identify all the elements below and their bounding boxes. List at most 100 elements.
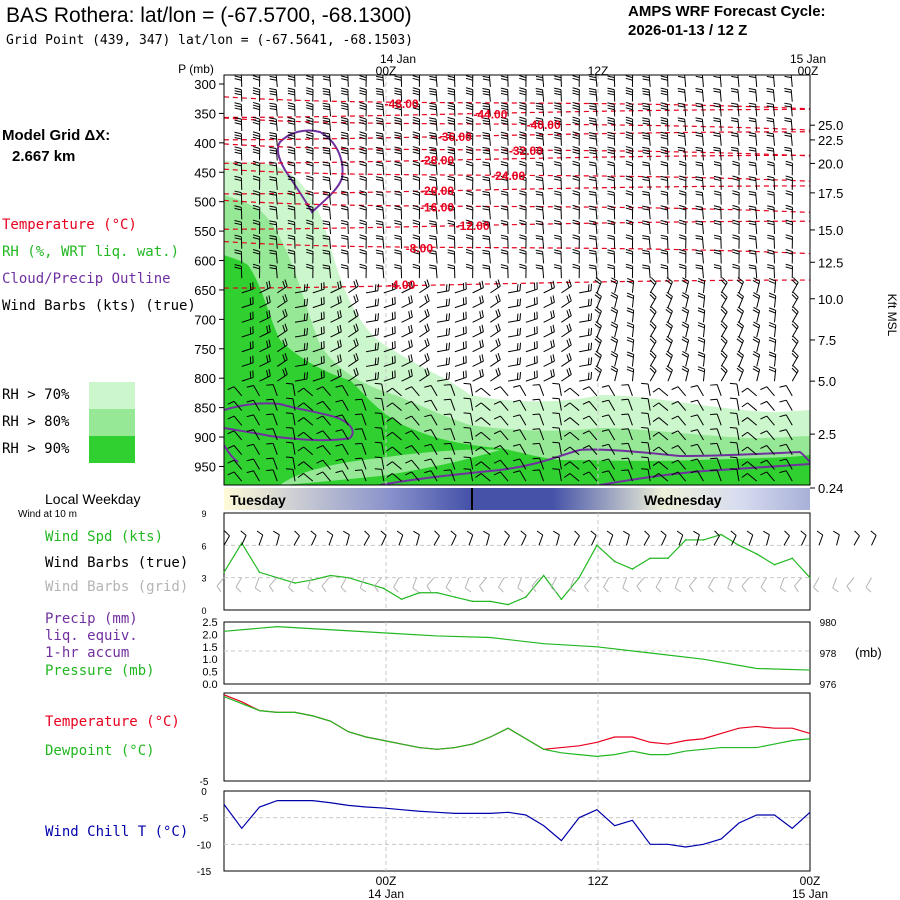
wind-barb bbox=[340, 102, 349, 117]
wind-barb bbox=[710, 442, 722, 455]
wind-barb bbox=[572, 234, 580, 249]
pressure-tick-label: 450 bbox=[194, 165, 216, 180]
wind-barb-true bbox=[363, 530, 370, 546]
wind-barb-grid bbox=[674, 577, 682, 593]
legend-temperature-sfc: Temperature (°C) bbox=[45, 714, 180, 730]
wind-barb bbox=[447, 190, 456, 205]
wind-barb bbox=[535, 117, 545, 132]
wind-barb bbox=[525, 355, 538, 367]
wind-barb bbox=[335, 443, 349, 455]
wind-barb bbox=[572, 175, 580, 190]
wind-barb bbox=[306, 175, 314, 190]
wind-barb bbox=[306, 204, 314, 220]
wind-barb bbox=[625, 190, 634, 205]
wind-speed-point bbox=[223, 571, 225, 574]
wind-speed-point bbox=[596, 544, 598, 547]
wind-barb bbox=[554, 75, 562, 87]
wind-barb bbox=[297, 431, 314, 441]
wind-barb bbox=[252, 263, 261, 279]
pressure-tick-label: 700 bbox=[194, 312, 216, 327]
wind-barb bbox=[316, 415, 331, 426]
wind-speed-point bbox=[755, 553, 758, 555]
wind-barb bbox=[246, 429, 260, 441]
wind-barb bbox=[354, 428, 367, 441]
wind-barb bbox=[330, 339, 342, 353]
wind-barb bbox=[730, 117, 740, 132]
wind-barb bbox=[463, 468, 474, 482]
wind-barb bbox=[582, 430, 598, 441]
wind-barb bbox=[241, 340, 254, 353]
wind-barb-true bbox=[413, 530, 420, 546]
pressure-tick-label: 550 bbox=[194, 224, 216, 239]
wind-barb bbox=[519, 146, 527, 161]
wind-barb bbox=[535, 190, 545, 205]
wind-barb bbox=[512, 470, 527, 482]
wind-barb bbox=[443, 469, 456, 482]
wind-barb bbox=[697, 307, 706, 323]
wind-barb bbox=[312, 311, 325, 323]
wind-barb bbox=[766, 132, 775, 146]
wind-barb bbox=[710, 428, 722, 441]
wind-barb bbox=[552, 397, 562, 411]
wind-barb bbox=[768, 307, 777, 323]
wind-barb bbox=[354, 384, 367, 397]
wind-barb bbox=[359, 190, 367, 205]
wind-barb bbox=[234, 102, 243, 117]
wind-barb bbox=[642, 75, 651, 87]
wind-barb bbox=[465, 263, 474, 279]
wind-barb bbox=[365, 313, 379, 323]
wind-barb bbox=[554, 161, 562, 176]
wind-barb bbox=[642, 264, 651, 279]
wind-barb bbox=[394, 219, 403, 235]
wind-barb bbox=[405, 430, 420, 441]
temperature-contour bbox=[224, 220, 810, 230]
kft-tick-label: 0.24 bbox=[818, 481, 843, 496]
wind-barb-grid bbox=[760, 577, 767, 593]
wind-barb bbox=[475, 417, 491, 426]
wind-barb bbox=[784, 75, 793, 87]
wind-barb bbox=[269, 87, 278, 102]
wind-barb bbox=[375, 117, 385, 132]
wind-barb bbox=[412, 116, 421, 132]
wind-barb bbox=[652, 461, 669, 470]
wind-barb bbox=[625, 131, 634, 146]
wind-barb bbox=[561, 338, 572, 353]
wind-barb bbox=[572, 75, 580, 87]
wind-barb bbox=[394, 146, 403, 161]
wind-barb-true bbox=[713, 530, 720, 546]
wind-barb bbox=[588, 176, 598, 190]
kft-ticks: 25.022.5 20.0 17.5 15.0 12.5 10.0 7.5 5.0 2.5 0.2… bbox=[810, 118, 843, 496]
wind-barb bbox=[475, 461, 491, 470]
wind-barb bbox=[535, 75, 545, 87]
wind-barb bbox=[720, 350, 728, 367]
wind-barb bbox=[671, 459, 687, 470]
wind-barb bbox=[252, 234, 261, 249]
wind-barb bbox=[741, 431, 758, 441]
wind-barb bbox=[375, 220, 385, 235]
wind-barb-true bbox=[273, 530, 280, 546]
wind-barb bbox=[607, 102, 616, 117]
wind-barb bbox=[335, 458, 349, 470]
wind-barb bbox=[227, 471, 243, 482]
wind-barb bbox=[359, 234, 367, 249]
wind-barb bbox=[588, 117, 598, 132]
wind-barb bbox=[713, 175, 722, 190]
wind-barb bbox=[621, 428, 633, 441]
wind-barb bbox=[752, 350, 761, 367]
wind-barb bbox=[525, 340, 538, 353]
wind-barb bbox=[594, 306, 602, 323]
wind-barb bbox=[660, 249, 669, 264]
wind-barb bbox=[660, 117, 669, 132]
wind-barb bbox=[443, 384, 456, 397]
wind-barb bbox=[340, 117, 349, 132]
wind-barb bbox=[732, 263, 740, 279]
wind-barb bbox=[266, 457, 278, 470]
wind-barb bbox=[429, 75, 438, 87]
wind-barb bbox=[500, 205, 509, 220]
wind-barb bbox=[713, 264, 722, 279]
wind-barb bbox=[424, 429, 438, 441]
wind-barb bbox=[579, 342, 593, 353]
wind-barb bbox=[736, 335, 744, 352]
wind-barb bbox=[374, 427, 385, 441]
wind-barb bbox=[463, 456, 474, 470]
